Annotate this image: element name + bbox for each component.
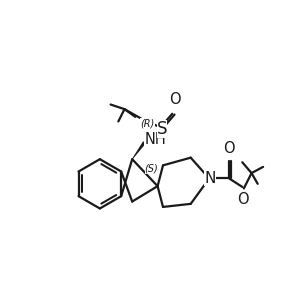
- Text: (S): (S): [145, 164, 158, 174]
- Text: N: N: [204, 171, 216, 186]
- Text: S: S: [157, 120, 167, 138]
- Text: (R): (R): [140, 118, 155, 128]
- Text: O: O: [237, 191, 249, 206]
- Text: NH: NH: [144, 132, 166, 147]
- Text: O: O: [169, 92, 180, 107]
- Text: O: O: [224, 141, 235, 156]
- Polygon shape: [132, 141, 146, 159]
